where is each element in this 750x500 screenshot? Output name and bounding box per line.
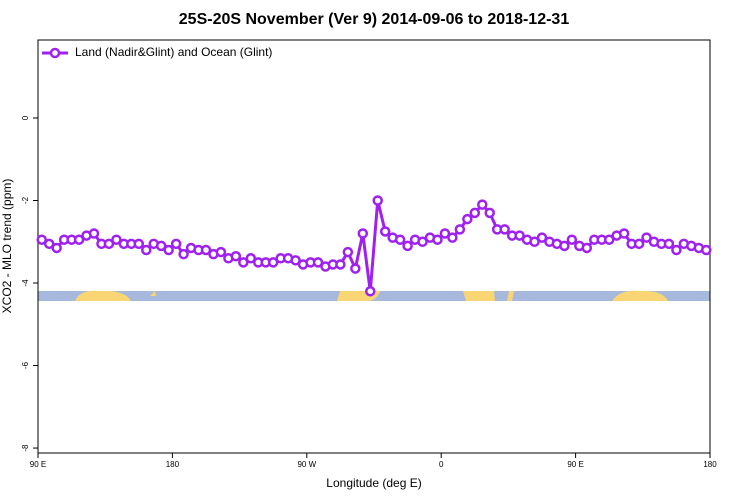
chart-title: 25S-20S November (Ver 9) 2014-09-06 to 2… — [179, 11, 570, 28]
x-tick-label: 90 W — [297, 460, 316, 469]
point — [536, 232, 548, 243]
point — [88, 228, 100, 239]
point — [43, 238, 55, 250]
x-tick-label: 180 — [166, 460, 180, 469]
legend-marker — [49, 47, 61, 59]
point — [357, 228, 369, 239]
point — [200, 244, 212, 256]
legend-label: Land (Nadir&Glint) and Ocean (Glint) — [75, 45, 272, 59]
point — [484, 207, 495, 219]
y-axis-label: XCO2 - MLO trend (ppm) — [0, 179, 14, 314]
y-tick-label: -8 — [21, 444, 30, 452]
point — [155, 240, 167, 252]
point — [379, 226, 391, 237]
point — [335, 259, 346, 270]
point — [111, 234, 122, 245]
point — [365, 286, 376, 297]
x-tick-label: 180 — [703, 460, 717, 469]
point — [394, 234, 406, 245]
point — [529, 236, 540, 248]
point — [350, 263, 361, 274]
point — [267, 257, 279, 268]
y-tick-label: -4 — [21, 279, 30, 287]
point — [603, 234, 615, 245]
point — [133, 238, 145, 250]
point — [170, 238, 182, 250]
y-tick-label: -2 — [21, 196, 30, 204]
point — [417, 236, 428, 248]
land-patch — [150, 291, 156, 296]
x-axis-label: Longitude (deg E) — [326, 476, 421, 490]
point — [618, 228, 630, 239]
point — [633, 238, 645, 250]
point — [566, 234, 578, 245]
land-patch — [612, 290, 668, 301]
point — [103, 238, 115, 250]
point — [477, 199, 488, 210]
point — [432, 234, 443, 245]
point — [581, 242, 593, 254]
point — [230, 250, 242, 262]
point — [462, 213, 473, 225]
point — [342, 246, 354, 258]
y-tick-label: -6 — [21, 361, 30, 369]
land-patch — [75, 290, 131, 301]
point — [469, 207, 481, 219]
point — [141, 244, 152, 256]
point — [671, 244, 682, 256]
point — [514, 230, 525, 241]
legend: Land (Nadir&Glint) and Ocean (Glint) — [42, 45, 272, 59]
point — [51, 242, 62, 254]
land-patch — [463, 291, 495, 301]
surface-strip — [38, 290, 710, 301]
point — [559, 240, 570, 252]
point — [499, 224, 510, 235]
x-tick-label: 90 E — [567, 460, 583, 469]
x-tick-label: 0 — [439, 460, 444, 469]
point — [163, 244, 174, 256]
point — [454, 224, 466, 235]
point — [245, 253, 257, 264]
point — [402, 240, 413, 252]
point — [36, 234, 47, 245]
point — [641, 232, 652, 243]
y-tick-label: 0 — [21, 115, 30, 120]
point — [73, 234, 85, 245]
land-patch — [507, 291, 514, 301]
point — [178, 248, 189, 260]
point — [439, 228, 451, 239]
point — [290, 255, 301, 266]
point — [215, 246, 227, 258]
point — [238, 257, 249, 268]
point — [372, 195, 383, 206]
point — [663, 238, 675, 250]
point — [447, 232, 458, 243]
point — [701, 244, 712, 256]
x-tick-label: 90 E — [30, 460, 46, 469]
point — [312, 257, 324, 268]
